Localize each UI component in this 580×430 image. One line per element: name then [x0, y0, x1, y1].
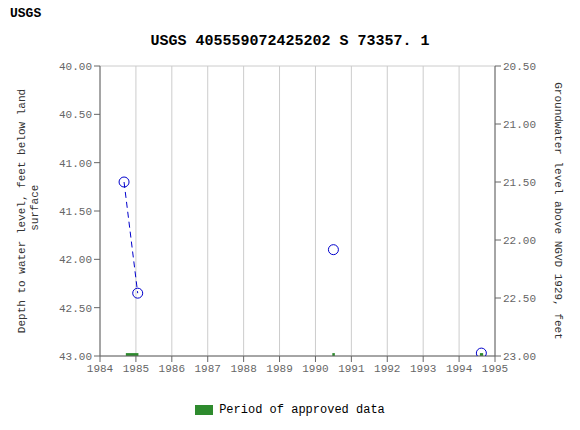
- html-text:USGS 405559072425202 S 73357.: USGS 405559072425202 S 73357. 1: [150, 33, 430, 50]
- svg-text:1986: 1986: [159, 363, 185, 375]
- html-text:USGS: USGS: [10, 6, 42, 21]
- svg-text:1995: 1995: [482, 363, 508, 375]
- svg-text:Depth to water level, feet bel: Depth to water level, feet below land: [16, 89, 28, 333]
- svg-text:41.50: 41.50: [59, 206, 92, 218]
- svg-text:1989: 1989: [266, 363, 292, 375]
- svg-text:22.00: 22.00: [503, 235, 536, 247]
- svg-text:1987: 1987: [195, 363, 221, 375]
- svg-text:21.50: 21.50: [503, 177, 536, 189]
- svg-text:20.50: 20.50: [503, 61, 536, 73]
- svg-text:43.00: 43.00: [59, 351, 92, 363]
- svg-text:22.50: 22.50: [503, 293, 536, 305]
- svg-text:21.00: 21.00: [503, 119, 536, 131]
- svg-text:42.00: 42.00: [59, 254, 92, 266]
- svg-text:1991: 1991: [338, 363, 365, 375]
- svg-text:41.00: 41.00: [59, 158, 92, 170]
- svg-text:1992: 1992: [374, 363, 400, 375]
- svg-text:23.00: 23.00: [503, 351, 536, 363]
- svg-text:1990: 1990: [302, 363, 328, 375]
- svg-text:1984: 1984: [87, 363, 114, 375]
- svg-text:surface: surface: [29, 185, 41, 238]
- svg-text:1993: 1993: [410, 363, 436, 375]
- svg-text:Groundwater level above NGVD 1: Groundwater level above NGVD 1929, feet: [552, 82, 564, 339]
- svg-text:1988: 1988: [230, 363, 256, 375]
- svg-text:1985: 1985: [123, 363, 149, 375]
- svg-text:40.50: 40.50: [59, 109, 92, 121]
- svg-text:40.00: 40.00: [59, 61, 92, 73]
- html-text:Period of approved data: Period of approved data: [219, 403, 385, 417]
- svg-text:42.50: 42.50: [59, 303, 92, 315]
- svg-text:1994: 1994: [446, 363, 473, 375]
